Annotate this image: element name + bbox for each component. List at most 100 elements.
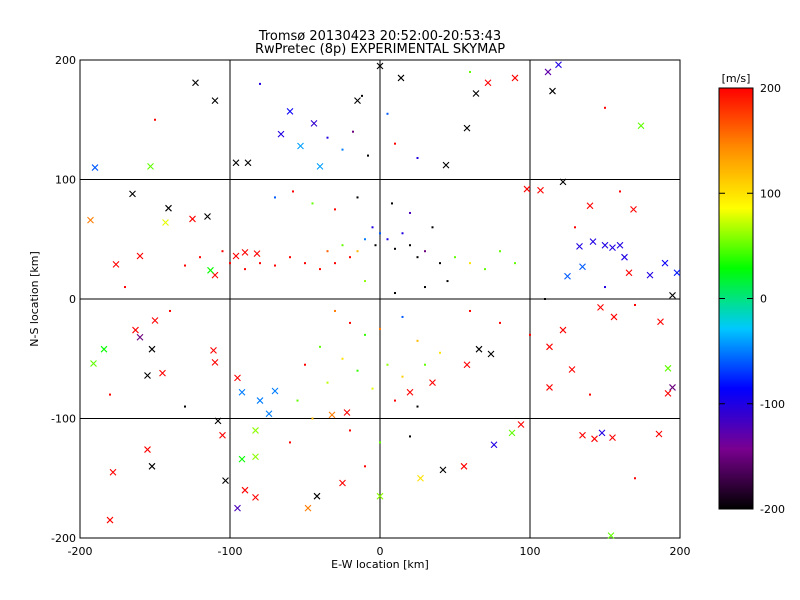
data-point-dot	[499, 321, 501, 324]
data-point-x	[277, 130, 285, 138]
data-point-dot	[364, 333, 366, 336]
data-point-dot	[484, 268, 486, 271]
data-point-dot	[349, 429, 351, 432]
data-point-x	[106, 516, 114, 524]
data-point-x	[523, 185, 531, 193]
data-point-x	[610, 313, 618, 321]
data-point-x	[376, 492, 384, 500]
data-point-x	[559, 178, 567, 186]
x-tick-label: -200	[68, 545, 93, 558]
data-point-dot	[274, 264, 276, 267]
data-point-x	[664, 390, 672, 397]
data-point-dot	[379, 441, 381, 444]
data-point-x	[546, 384, 553, 391]
data-point-dot	[326, 381, 329, 384]
data-point-x	[417, 474, 424, 482]
data-point-x	[576, 243, 583, 250]
data-point-dot	[469, 309, 471, 312]
data-point-x	[192, 79, 199, 87]
data-point-x	[207, 266, 214, 274]
data-point-dot	[352, 130, 354, 133]
colorbar-ticks: 200 100 0 -100 -200	[719, 82, 785, 516]
data-point-x	[546, 343, 553, 351]
data-point-x	[310, 119, 318, 127]
data-point-x	[256, 397, 264, 404]
data-point-dot	[409, 211, 411, 214]
x-axis-label: E-W location [km]	[331, 558, 429, 571]
data-point-dot	[109, 393, 111, 396]
data-point-dot	[394, 399, 396, 402]
data-point-dot	[634, 303, 636, 306]
data-point-dot	[416, 339, 419, 342]
data-point-dot	[124, 286, 126, 289]
data-point-x	[586, 202, 594, 210]
data-point-dot	[364, 238, 366, 241]
data-point-dot	[296, 399, 299, 402]
data-point-x	[616, 241, 624, 249]
data-point-dot	[356, 369, 359, 372]
data-point-x	[211, 358, 219, 366]
data-point-x	[144, 446, 151, 453]
data-point-x	[406, 388, 414, 396]
data-point-dot	[439, 351, 441, 354]
data-point-x	[555, 61, 562, 69]
x-tick-label: 200	[670, 545, 691, 558]
data-point-dot	[259, 262, 261, 265]
data-point-x	[463, 361, 471, 369]
data-point-x	[271, 387, 279, 395]
data-point-x	[313, 492, 321, 500]
data-point-x	[579, 431, 586, 439]
colorbar-tick-label: 200	[760, 82, 781, 95]
y-axis-ticks: -200 -100 0 100 200	[51, 54, 680, 545]
data-point-x	[517, 421, 525, 428]
data-point-dot	[386, 363, 389, 366]
data-point-x	[487, 350, 495, 358]
colorbar-tick-label: -100	[760, 398, 785, 411]
data-point-dot	[544, 298, 546, 300]
data-point-x	[508, 429, 516, 437]
data-point-dot	[221, 250, 224, 253]
data-point-x	[630, 205, 637, 213]
data-point-x	[607, 532, 615, 539]
data-point-dot	[424, 250, 426, 253]
data-point-x	[219, 431, 226, 439]
data-point-dot	[529, 333, 531, 336]
data-point-dot	[349, 321, 351, 324]
data-point-dot	[334, 309, 336, 312]
data-point-x	[463, 124, 471, 132]
data-point-dot	[469, 262, 471, 265]
data-point-x	[661, 259, 669, 267]
data-point-x	[664, 364, 672, 372]
data-point-dot	[169, 309, 171, 312]
data-point-dot	[424, 363, 426, 366]
data-point-x	[211, 97, 219, 105]
data-point-x	[87, 216, 94, 224]
data-point-x	[475, 345, 483, 353]
data-point-x	[564, 272, 571, 280]
data-point-x	[568, 366, 576, 373]
data-point-dot	[364, 280, 366, 283]
data-point-x	[241, 249, 249, 256]
data-point-dot	[379, 327, 381, 330]
data-point-x	[429, 379, 436, 387]
data-point-x	[669, 384, 676, 391]
data-point-x	[657, 318, 664, 326]
data-point-x	[232, 159, 240, 167]
data-point-dot	[326, 250, 329, 253]
data-point-dot	[319, 268, 321, 271]
y-tick-label: 100	[55, 174, 76, 187]
data-point-dot	[289, 441, 291, 444]
data-point-dot	[371, 226, 374, 229]
data-point-x	[136, 252, 144, 260]
data-point-dot	[229, 262, 231, 265]
data-point-x	[109, 468, 117, 476]
data-point-x	[129, 190, 136, 198]
data-point-dot	[319, 345, 321, 348]
colorbar-tick-label: 100	[760, 187, 781, 200]
data-point-x	[151, 317, 159, 324]
data-point-x	[490, 441, 498, 449]
data-point-x	[232, 252, 240, 260]
data-point-x	[601, 241, 609, 249]
y-tick-label: -200	[51, 532, 76, 545]
